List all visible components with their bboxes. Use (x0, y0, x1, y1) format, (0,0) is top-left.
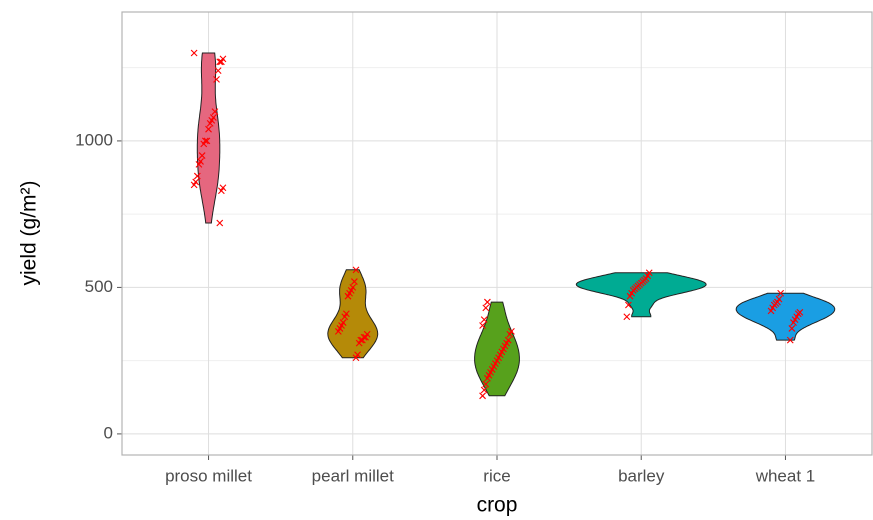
x-tick-label: pearl millet (312, 466, 394, 485)
point (205, 125, 212, 133)
point (195, 160, 203, 168)
point (198, 152, 206, 159)
point (216, 219, 224, 227)
point (214, 67, 222, 74)
point (480, 316, 488, 324)
point (216, 58, 224, 66)
violin (735, 292, 836, 341)
violin (196, 52, 221, 224)
x-axis-title: crop (477, 494, 518, 517)
y-tick-label: 0 (104, 423, 113, 442)
point (341, 313, 349, 321)
point (352, 266, 360, 274)
x-tick-label: rice (483, 466, 510, 485)
point (217, 187, 225, 195)
point (200, 140, 208, 148)
point (625, 301, 632, 309)
point (344, 292, 352, 300)
point (786, 336, 794, 344)
point (350, 278, 358, 285)
point (788, 325, 796, 332)
point (213, 75, 220, 83)
point (206, 119, 214, 127)
point (334, 327, 342, 335)
point (479, 392, 486, 400)
y-tick-label: 1000 (75, 130, 113, 149)
point (211, 108, 219, 116)
point (217, 58, 225, 66)
point (626, 292, 634, 300)
point (482, 304, 490, 312)
x-tick-label: barley (618, 466, 665, 485)
x-tick-label: proso millet (165, 466, 252, 485)
y-tick-label: 500 (85, 277, 113, 296)
point (777, 289, 785, 297)
point (190, 181, 198, 189)
panel-border (121, 11, 873, 456)
point (767, 307, 775, 315)
point (480, 386, 488, 394)
point (479, 322, 486, 329)
point (190, 49, 198, 57)
point (193, 172, 201, 180)
point (482, 380, 490, 388)
y-axis-title: yield (g/m²) (18, 180, 41, 285)
point (355, 339, 363, 347)
point (790, 319, 797, 326)
point (483, 298, 491, 306)
x-tick-label: wheat 1 (755, 466, 816, 485)
point (352, 354, 360, 362)
point (483, 374, 491, 382)
point (506, 330, 514, 338)
violin (575, 272, 707, 318)
violin (474, 301, 520, 397)
point (623, 313, 631, 321)
